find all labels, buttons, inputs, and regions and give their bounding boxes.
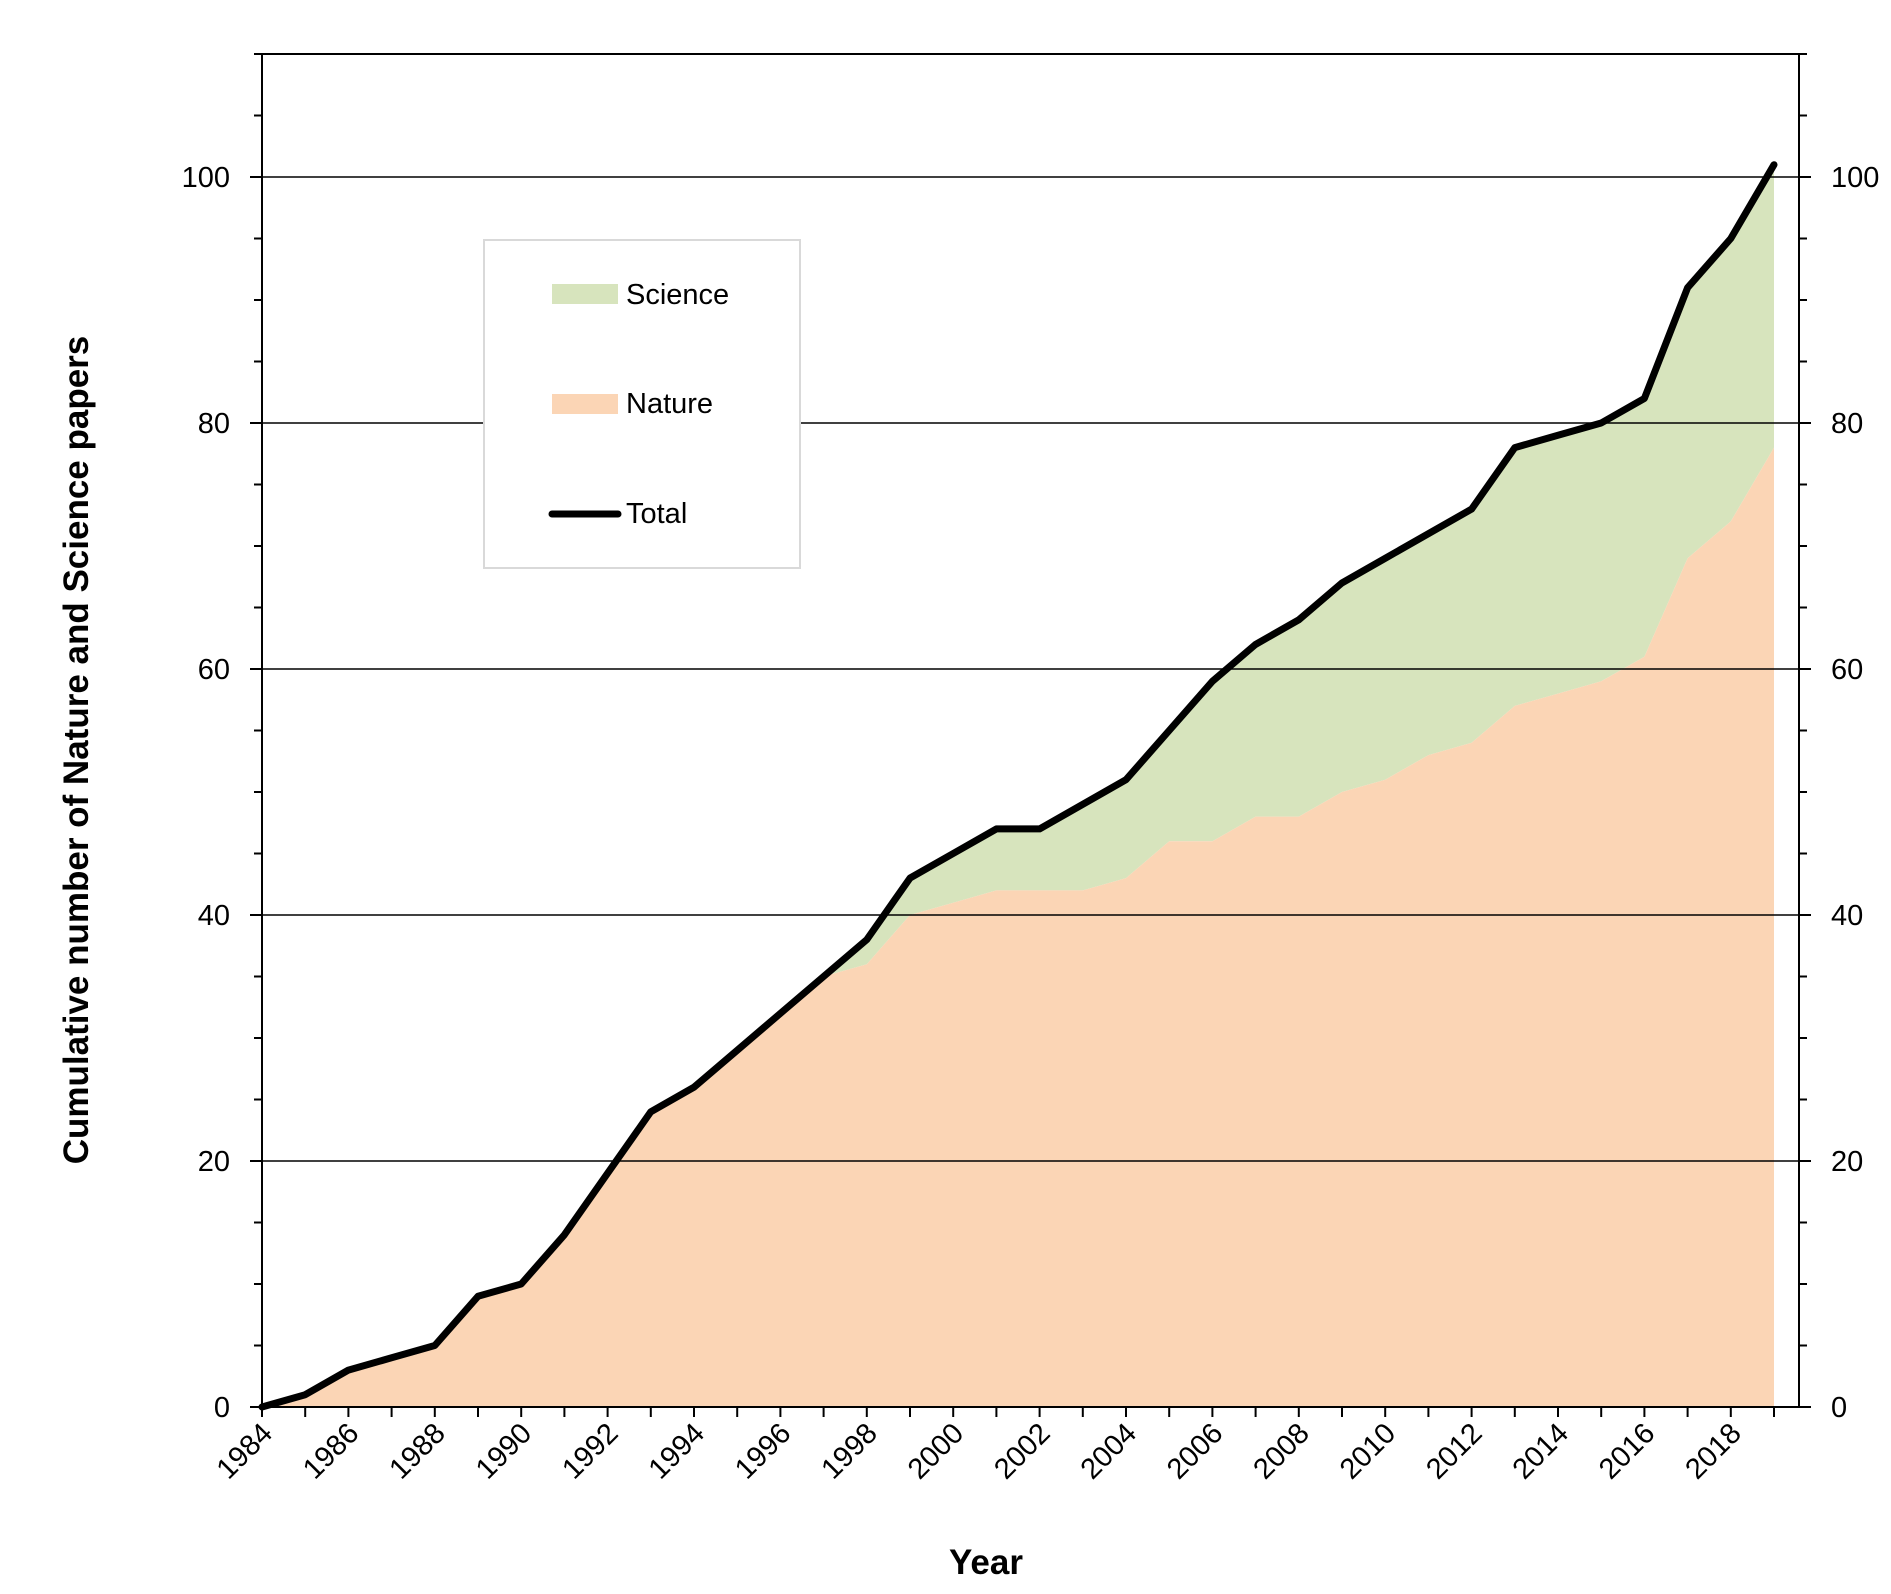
x-tick-label: 2014 — [1507, 1417, 1575, 1485]
x-tick-label: 1996 — [729, 1417, 797, 1485]
y-tick-label-left: 0 — [214, 1392, 230, 1424]
x-tick-label: 2008 — [1248, 1417, 1316, 1485]
y-tick-label-right: 0 — [1831, 1392, 1847, 1424]
y-tick-label-left: 20 — [198, 1146, 230, 1178]
legend-swatch-nature — [552, 394, 618, 414]
y-axis-title: Cumulative number of Nature and Science … — [57, 336, 96, 1165]
legend-label-science: Science — [626, 279, 729, 311]
x-tick-label: 1990 — [470, 1417, 538, 1485]
x-tick-label: 2016 — [1593, 1417, 1661, 1485]
x-tick-label: 2004 — [1075, 1417, 1143, 1485]
y-tick-label-right: 20 — [1831, 1146, 1863, 1178]
y-tick-label-left: 80 — [198, 408, 230, 440]
legend: Science Nature Total — [483, 239, 801, 569]
x-tick-label: 1984 — [211, 1417, 279, 1485]
y-tick-label-left: 40 — [198, 900, 230, 932]
x-tick-label: 2000 — [902, 1417, 970, 1485]
x-tick-label: 1992 — [556, 1417, 624, 1485]
y-tick-label-left: 100 — [182, 162, 230, 194]
x-tick-label: 1994 — [643, 1417, 711, 1485]
x-axis-title: Year — [949, 1543, 1023, 1582]
x-tick-label: 1988 — [384, 1417, 452, 1485]
x-tick-label: 1998 — [816, 1417, 884, 1485]
x-tick-label: 1986 — [297, 1417, 365, 1485]
y-tick-label-right: 100 — [1831, 162, 1879, 194]
x-tick-label: 2002 — [988, 1417, 1056, 1485]
y-tick-label-left: 60 — [198, 654, 230, 686]
nature-area — [262, 447, 1774, 1408]
y-tick-label-right: 60 — [1831, 654, 1863, 686]
legend-box — [483, 239, 801, 569]
area-layer — [262, 164, 1774, 1408]
x-axis-ticks: 1984 1986 1988 1990 1992 1994 1996 1998 2000 2002… — [211, 1407, 1775, 1486]
x-tick-label: 2006 — [1161, 1417, 1229, 1485]
total-line-layer — [258, 161, 1778, 1411]
x-tick-label: 2010 — [1334, 1417, 1402, 1485]
x-tick-label: 2018 — [1680, 1417, 1748, 1485]
legend-label-nature: Nature — [626, 388, 713, 420]
y-axis-ticks: 0 0 20 20 40 40 60 60 80 80 100 100 — [182, 53, 1879, 1424]
legend-label-total: Total — [626, 498, 687, 530]
x-tick-label: 2012 — [1420, 1417, 1488, 1485]
total-line — [258, 161, 1778, 1411]
y-tick-label-right: 40 — [1831, 900, 1863, 932]
y-tick-label-right: 80 — [1831, 408, 1863, 440]
legend-swatch-science — [552, 284, 618, 304]
